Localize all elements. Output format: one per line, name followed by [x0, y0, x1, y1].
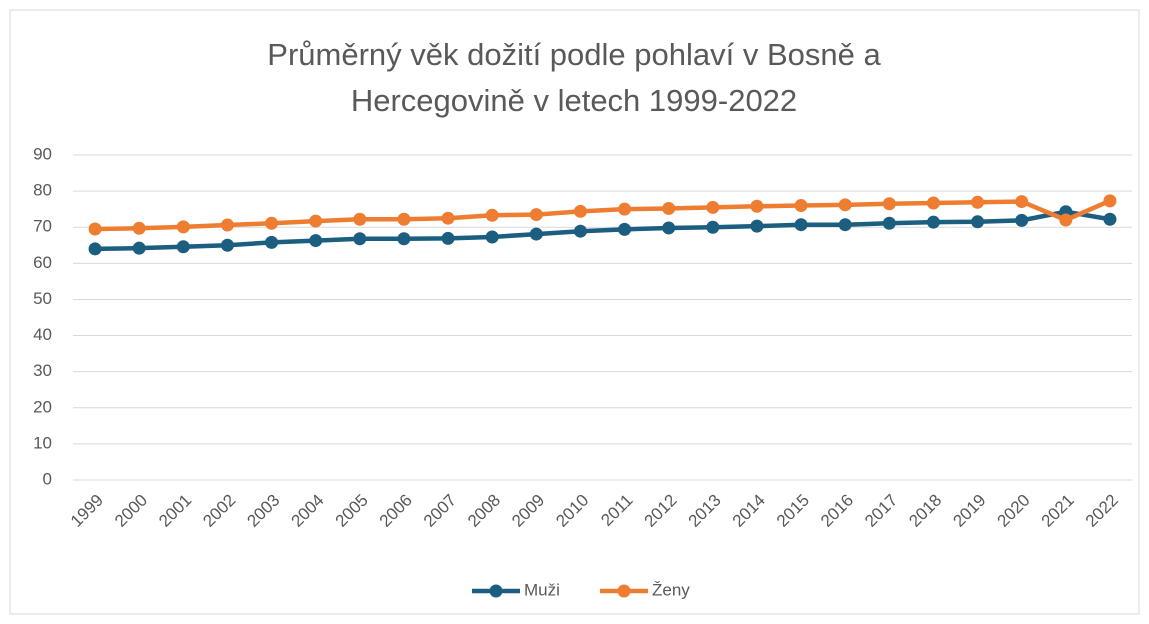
point — [838, 218, 852, 232]
legend-marker — [617, 584, 631, 598]
point — [618, 202, 632, 216]
y-tick-label: 70 — [33, 217, 52, 236]
point — [794, 199, 808, 213]
point — [971, 215, 985, 229]
point — [882, 197, 896, 211]
chart-title: Průměrný věk dožití podle pohlaví v Bosn… — [267, 37, 881, 118]
point — [750, 199, 764, 213]
point — [309, 234, 323, 248]
point — [662, 201, 676, 215]
y-tick-label: 90 — [33, 144, 52, 163]
point — [529, 208, 543, 222]
point — [794, 218, 808, 232]
point — [750, 219, 764, 233]
point — [132, 241, 146, 255]
point — [88, 242, 102, 256]
y-tick-label: 60 — [33, 253, 52, 272]
point — [220, 218, 234, 232]
point — [529, 227, 543, 241]
point — [309, 214, 323, 228]
y-tick-label: 20 — [33, 397, 52, 416]
point — [265, 216, 279, 230]
point — [132, 221, 146, 235]
point — [353, 212, 367, 226]
y-tick-label: 0 — [43, 469, 52, 488]
point — [1015, 195, 1029, 209]
point — [706, 200, 720, 214]
point — [573, 204, 587, 218]
y-tick-label: 40 — [33, 325, 52, 344]
point — [220, 238, 234, 252]
y-tick-label: 50 — [33, 289, 52, 308]
point — [176, 220, 190, 234]
point — [1103, 194, 1117, 208]
point — [1059, 213, 1073, 227]
point — [618, 222, 632, 236]
point — [353, 232, 367, 246]
point — [926, 196, 940, 210]
point — [926, 215, 940, 229]
point — [441, 211, 455, 225]
point — [706, 220, 720, 234]
point — [397, 212, 411, 226]
legend-marker — [489, 584, 503, 598]
point — [441, 231, 455, 245]
y-tick-label: 10 — [33, 433, 52, 452]
point — [485, 208, 499, 222]
point — [882, 216, 896, 230]
series-line — [95, 198, 1111, 232]
point — [88, 222, 102, 236]
point — [838, 198, 852, 212]
point — [662, 221, 676, 235]
point — [971, 195, 985, 209]
point — [265, 235, 279, 249]
y-tick-label: 30 — [33, 361, 52, 380]
point — [1103, 212, 1117, 226]
point — [485, 230, 499, 244]
point — [397, 232, 411, 246]
point — [573, 224, 587, 238]
series-line — [95, 209, 1111, 252]
y-tick-label: 80 — [33, 181, 52, 200]
legend-label: Muži — [524, 580, 560, 599]
legend-label: Ženy — [652, 580, 690, 599]
point — [1015, 213, 1029, 227]
chart-border — [9, 9, 1140, 615]
point — [176, 240, 190, 254]
